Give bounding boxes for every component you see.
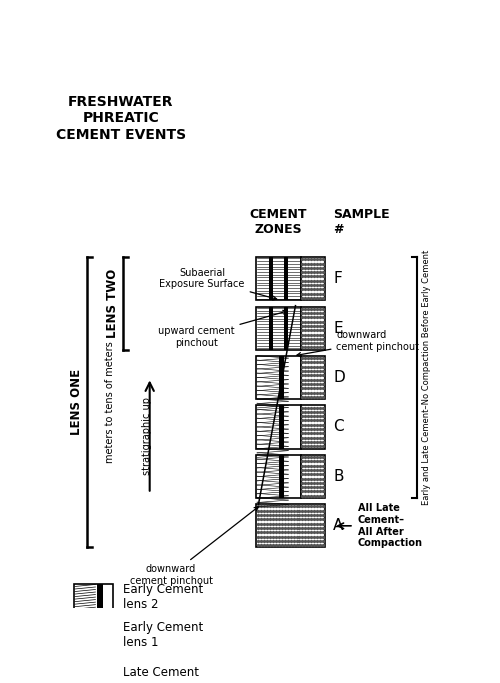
Bar — [301, 307, 325, 350]
Text: Early Cement
lens 2: Early Cement lens 2 — [122, 583, 203, 611]
Bar — [301, 356, 325, 399]
Bar — [74, 622, 113, 647]
Bar — [268, 257, 273, 301]
Bar — [256, 307, 301, 350]
Bar — [301, 455, 325, 498]
Bar — [74, 584, 113, 609]
Text: SAMPLE
#: SAMPLE # — [334, 208, 390, 236]
Bar — [280, 455, 284, 498]
Bar — [74, 660, 113, 683]
Text: D: D — [334, 370, 345, 385]
Text: meters to tens of meters: meters to tens of meters — [105, 342, 115, 463]
Bar — [284, 257, 288, 301]
Text: Early and Late Cement–No Compaction Before Early Cement: Early and Late Cement–No Compaction Befo… — [422, 250, 430, 505]
Bar — [256, 455, 301, 498]
Text: F: F — [334, 271, 342, 286]
Text: A: A — [334, 518, 344, 533]
Text: upward cement
pinchout: upward cement pinchout — [158, 310, 287, 348]
Bar — [268, 307, 273, 350]
Text: C: C — [334, 419, 344, 434]
Text: E: E — [334, 320, 343, 335]
Bar — [102, 622, 105, 647]
Text: CEMENT
ZONES: CEMENT ZONES — [250, 208, 308, 236]
Text: LENS ONE: LENS ONE — [70, 370, 84, 435]
Bar — [94, 622, 100, 647]
Text: FRESHWATER
PHREATIC
CEMENT EVENTS: FRESHWATER PHREATIC CEMENT EVENTS — [56, 95, 186, 141]
Text: Subaerial
Exposure Surface: Subaerial Exposure Surface — [160, 268, 276, 300]
Bar — [256, 406, 301, 449]
Text: downward
cement pinchout: downward cement pinchout — [297, 330, 420, 357]
Text: LENS TWO: LENS TWO — [106, 268, 120, 338]
Text: stratigraphic up: stratigraphic up — [142, 397, 152, 475]
Bar — [256, 257, 301, 301]
Text: All Late
Cement–
All After
Compaction: All Late Cement– All After Compaction — [358, 503, 423, 548]
Bar — [284, 307, 288, 350]
Bar — [301, 257, 325, 301]
Bar — [256, 504, 325, 547]
Bar — [280, 406, 284, 449]
Bar — [98, 584, 103, 609]
Text: Late Cement: Late Cement — [122, 666, 198, 679]
Text: B: B — [334, 469, 344, 484]
Bar — [301, 406, 325, 449]
Text: Early Cement
lens 1: Early Cement lens 1 — [122, 621, 203, 649]
Bar — [280, 356, 284, 399]
Bar — [256, 356, 301, 399]
Text: downward
cement pinchout: downward cement pinchout — [130, 507, 258, 586]
